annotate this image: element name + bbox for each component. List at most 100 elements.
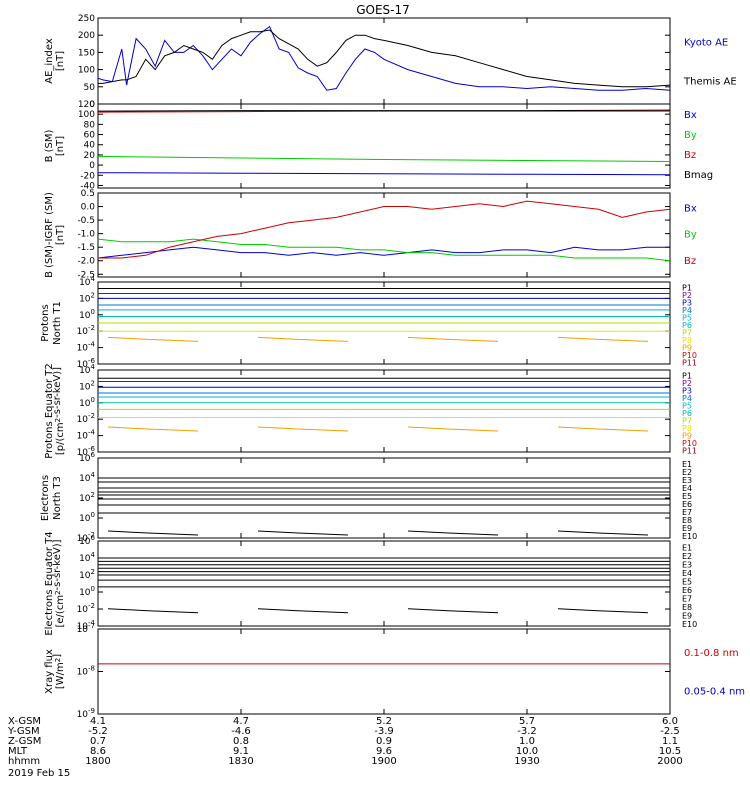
electrons-equator-series-e9 — [557, 608, 649, 614]
ae-index-ytick-label: 100 — [78, 66, 95, 76]
protons-equator-yunit: [p/(cm2-s-sr-keV)] — [52, 367, 66, 455]
xray-flux-legend-item: 0.1-0.8 nm — [684, 648, 739, 659]
date-label: 2019 Feb 15 — [8, 768, 70, 779]
protons-north-ylabel: Protons — [40, 304, 51, 341]
electrons-equator-legend-item: E3 — [682, 560, 692, 569]
xray-flux-legend-item: 0.05-0.4 nm — [684, 687, 745, 698]
xray-flux-ytick-label: 10-9 — [77, 707, 95, 720]
b-minus-igrf-series-by — [97, 238, 671, 262]
x-tick-value: 5.2 — [376, 716, 392, 727]
protons-equator-legend-item: P10 — [682, 439, 697, 448]
protons-equator-legend-item: P9 — [682, 431, 692, 440]
x-tick-value: -2.5 — [660, 726, 680, 737]
x-tick-value: 4.1 — [90, 716, 106, 727]
electrons-equator-ylabel: Electrons Equator T4 — [44, 531, 55, 635]
x-tick-value: 4.7 — [233, 716, 249, 727]
xray-flux-ytick-label: 10-8 — [77, 665, 95, 678]
ae-index-series-themis-ae — [98, 29, 671, 88]
b-sm-frame — [97, 103, 671, 189]
electrons-north-ylabel: Electrons — [40, 475, 51, 521]
b-minus-igrf-ytick-label: -1.5 — [77, 243, 95, 253]
x-tick-value: 5.7 — [519, 716, 535, 727]
electrons-north-series-e9 — [107, 530, 199, 536]
x-tick-value: 0.8 — [233, 736, 249, 747]
b-sm-legend-item: By — [684, 130, 697, 141]
electrons-equator-legend-item: E4 — [682, 569, 692, 578]
protons-north-series-p9 — [107, 336, 199, 342]
protons-equator-legend-item: P7 — [682, 416, 692, 425]
protons-equator-legend-item: P8 — [682, 424, 692, 433]
electrons-north-frame — [97, 457, 671, 539]
electrons-equator-ytick-label: 102 — [79, 568, 95, 581]
protons-equator-legend-item: P3 — [682, 387, 692, 396]
b-minus-igrf-legend-item: Bx — [684, 203, 697, 214]
x-tick-value: 0.7 — [90, 736, 106, 747]
electrons-north-legend-item: E3 — [682, 476, 692, 485]
protons-equator-ytick-label: 100 — [79, 396, 95, 409]
xray-flux-panel: Xray flux [W/m2] 10-7 10-8 10-9 0.1-0.8 nm 0.0… — [44, 622, 745, 720]
protons-north-legend-item: P7 — [682, 328, 692, 337]
x-row-label: hhmm — [8, 756, 40, 767]
x-tick-value: 1.1 — [662, 736, 678, 747]
b-sm-legend: Bx By Bz Bmag — [684, 110, 713, 181]
electrons-north-ytick-label: 100 — [79, 511, 95, 524]
x-tick-value: -4.6 — [231, 726, 251, 737]
electrons-north-panel: Electrons North T310610410210010-2E1E2E3E… — [40, 451, 697, 544]
protons-north-legend-item: P3 — [682, 299, 692, 308]
ae-index-ytick-label: 200 — [78, 31, 95, 41]
electrons-north-ytick-label: 10-2 — [77, 531, 95, 544]
electrons-north-legend-item: E2 — [682, 468, 692, 477]
b-sm-ytick-label: 20 — [84, 151, 96, 161]
electrons-equator-ytick-label: 104 — [79, 551, 95, 564]
x-tick-value: -3.9 — [374, 726, 394, 737]
b-sm-ytick-label: 0 — [89, 161, 95, 171]
x-tick-value: 8.6 — [90, 746, 106, 757]
electrons-equator-legend-item: E6 — [682, 586, 692, 595]
b-minus-igrf-ytick-label: 0.0 — [81, 203, 96, 213]
ae-index-ytick-label: 50 — [84, 83, 96, 93]
protons-equator-ytick-label: 10-4 — [77, 429, 96, 442]
b-sm-series-bmag — [97, 109, 671, 112]
b-sm-ytick-label: 40 — [84, 141, 96, 151]
electrons-equator-legend-item: E10 — [682, 620, 697, 629]
b-minus-igrf-ylabel: B (SM)-IGRF (SM) — [44, 192, 55, 278]
protons-equator-legend-item: P4 — [682, 394, 692, 403]
b-minus-igrf-legend-item: Bz — [684, 256, 696, 267]
protons-north-legend-item: P5 — [682, 314, 692, 323]
electrons-north-ytick-label: 104 — [79, 471, 95, 484]
electrons-equator-legend-item: E7 — [682, 594, 692, 603]
protons-north-legend-item: P9 — [682, 343, 692, 352]
electrons-equator-ytick-label: 10-4 — [77, 619, 96, 632]
xray-flux-frame — [97, 628, 671, 715]
electrons-equator-legend-item: E2 — [682, 552, 692, 561]
b-sm-legend-item: Bmag — [684, 170, 713, 181]
electrons-north-ytick-label: 106 — [79, 451, 95, 464]
x-tick-value: -5.2 — [88, 726, 108, 737]
protons-north-ytick-label: 100 — [79, 308, 95, 321]
protons-north-series-p9 — [557, 336, 649, 342]
protons-equator-series-p9 — [407, 426, 499, 432]
electrons-north-legend-item: E7 — [682, 508, 692, 517]
protons-north-panel: Protons North T1 104 102 100 10-2 10-4 10-6 P1P2… — [40, 275, 697, 370]
x-tick-value: 10.0 — [516, 746, 538, 757]
protons-north-series-p9 — [257, 336, 349, 342]
electrons-north-series-e9 — [407, 530, 499, 536]
protons-equator-legend-item: P6 — [682, 409, 692, 418]
ae-index-panel: AE_index [nT] 250 200 150 100 50 0 Kyoto AE Themi… — [44, 14, 737, 110]
x-tick-value: 2000 — [657, 756, 682, 767]
b-minus-igrf-frame — [97, 192, 671, 278]
b-minus-igrf-ytick-label: -1.0 — [77, 230, 95, 240]
protons-equator-ylabel: Protons Equator T2 — [44, 363, 55, 459]
ae-index-series-kyoto-ae — [97, 25, 671, 91]
electrons-equator-series-e9 — [407, 608, 499, 614]
ae-index-legend: Kyoto AE Themis AE — [683, 37, 737, 87]
x-row-label: X-GSM — [8, 716, 41, 727]
b-minus-igrf-ytick-label: 0.5 — [81, 189, 95, 199]
protons-equator-legend-item: P11 — [682, 446, 697, 455]
x-tick-value: 1.0 — [519, 736, 535, 747]
b-minus-igrf-series-bz — [98, 200, 671, 259]
x-tick-value: 1930 — [514, 756, 539, 767]
electrons-equator-legend-item: E1 — [682, 543, 692, 552]
